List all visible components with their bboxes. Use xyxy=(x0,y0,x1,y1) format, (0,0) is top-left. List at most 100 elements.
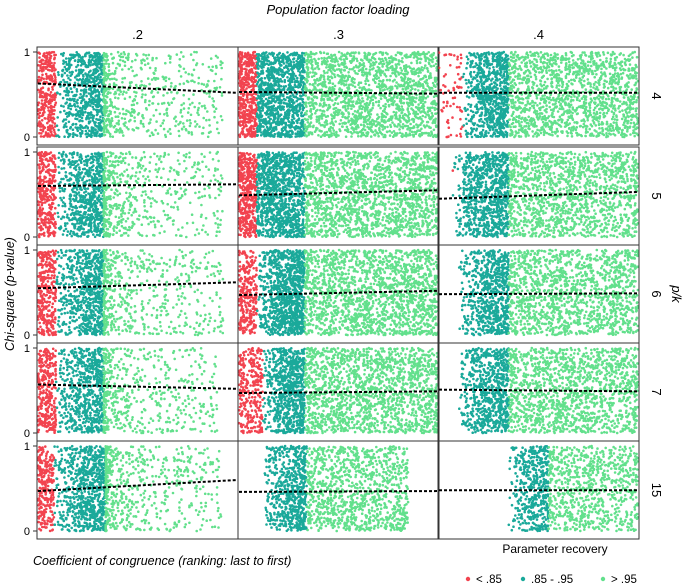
points-low xyxy=(36,249,58,337)
points-high xyxy=(507,50,640,139)
legend-marker-mid xyxy=(520,576,526,582)
trend-line xyxy=(238,490,439,493)
points-mid xyxy=(507,444,550,533)
panel-4-4 xyxy=(437,46,640,146)
trend-line xyxy=(438,292,639,296)
trend-line xyxy=(37,479,238,493)
y-tick-label: 0 xyxy=(24,232,30,244)
panel-4-6 xyxy=(437,244,640,344)
y-tick-label: 1 xyxy=(24,147,30,159)
trend-line xyxy=(37,383,238,390)
points-high xyxy=(507,150,640,239)
points-low xyxy=(451,169,455,172)
column-headers: .2 .3 .4 xyxy=(132,27,544,42)
points-mid xyxy=(262,346,306,435)
y-tick-label: 1 xyxy=(24,441,30,453)
y-axis-title: Chi-square (p-value) xyxy=(3,237,17,351)
points-mid xyxy=(458,346,510,435)
row-header: 15 xyxy=(649,483,664,497)
legend-label: > .95 xyxy=(611,574,637,586)
legend-marker-high xyxy=(600,576,606,582)
x-axis-title: Coefficient of congruence (ranking: last… xyxy=(33,554,291,568)
y-tick-label: 1 xyxy=(24,47,30,59)
legend-title: Parameter recovery xyxy=(502,542,607,556)
panel-border xyxy=(437,440,640,540)
panel-3-5 xyxy=(237,146,440,246)
points-low xyxy=(36,347,58,434)
column-header: .2 xyxy=(132,27,143,42)
points-high xyxy=(507,248,640,337)
trend-line xyxy=(238,90,439,95)
points-low xyxy=(36,445,56,533)
row-header: 6 xyxy=(649,290,664,297)
panel-4-15 xyxy=(437,440,640,540)
trend-line xyxy=(238,390,439,395)
panel-2-7: 01 xyxy=(24,342,239,442)
points-mid xyxy=(461,50,510,139)
points-high xyxy=(547,444,640,533)
panel-4-7 xyxy=(437,342,640,442)
points-low xyxy=(237,249,258,335)
points-low xyxy=(237,151,259,239)
points-mid xyxy=(256,248,306,337)
trend-line xyxy=(37,183,238,187)
points-high xyxy=(305,445,410,533)
panel-3-6 xyxy=(237,244,440,344)
points-high xyxy=(303,346,440,435)
column-header: .3 xyxy=(333,27,344,42)
points-mid xyxy=(263,444,308,533)
row-header: 7 xyxy=(649,388,664,395)
panel-2-15: 01 xyxy=(24,440,239,540)
trend-line xyxy=(238,189,439,197)
legend-label: < .85 xyxy=(476,574,502,586)
panel-border xyxy=(237,46,440,146)
y-tick-label: 0 xyxy=(24,132,30,144)
panel-4-5 xyxy=(437,146,640,246)
trend-line xyxy=(37,82,238,94)
points-low xyxy=(36,150,58,239)
row-strip-title: p/k xyxy=(669,284,684,304)
points-high xyxy=(507,346,640,435)
trend-line xyxy=(238,289,439,297)
points-low xyxy=(437,51,464,139)
points-high xyxy=(102,346,219,435)
points-high xyxy=(303,150,440,239)
points-high xyxy=(102,50,224,139)
legend-label: .85 - .95 xyxy=(531,574,573,586)
points-mid xyxy=(54,346,105,434)
points-high xyxy=(102,150,224,239)
trend-line xyxy=(438,190,639,200)
y-tick-label: 0 xyxy=(24,428,30,440)
panel-border xyxy=(36,146,239,246)
points-mid xyxy=(55,50,105,139)
points-mid xyxy=(55,248,105,337)
y-tick-label: 0 xyxy=(24,526,30,538)
points-high xyxy=(303,50,440,139)
panel-2-5: 01 xyxy=(24,146,239,246)
legend-marker-low xyxy=(465,576,471,582)
trend-line xyxy=(438,388,639,393)
row-header: 4 xyxy=(649,92,664,99)
panel-3-7 xyxy=(237,342,440,442)
y-tick-label: 0 xyxy=(24,330,30,342)
points-low xyxy=(237,346,264,435)
trend-line xyxy=(37,281,238,290)
points-high xyxy=(102,248,225,337)
column-header: .4 xyxy=(533,27,544,42)
points-mid xyxy=(53,444,107,533)
points-mid xyxy=(255,51,306,139)
figure-top-title: Population factor loading xyxy=(266,2,410,17)
points-low xyxy=(36,50,58,138)
row-headers: 4 5 6 7 15 xyxy=(649,92,664,497)
points-high xyxy=(303,248,440,337)
panel-3-4 xyxy=(237,46,440,146)
row-header: 5 xyxy=(649,192,664,199)
points-low xyxy=(237,50,259,139)
points-high xyxy=(104,444,223,533)
panel-2-6: 01 xyxy=(24,244,239,344)
y-tick-label: 1 xyxy=(24,343,30,355)
legend: Parameter recovery < .85 .85 - .95 > .95 xyxy=(465,542,637,586)
panel-2-4: 01 xyxy=(24,46,239,146)
